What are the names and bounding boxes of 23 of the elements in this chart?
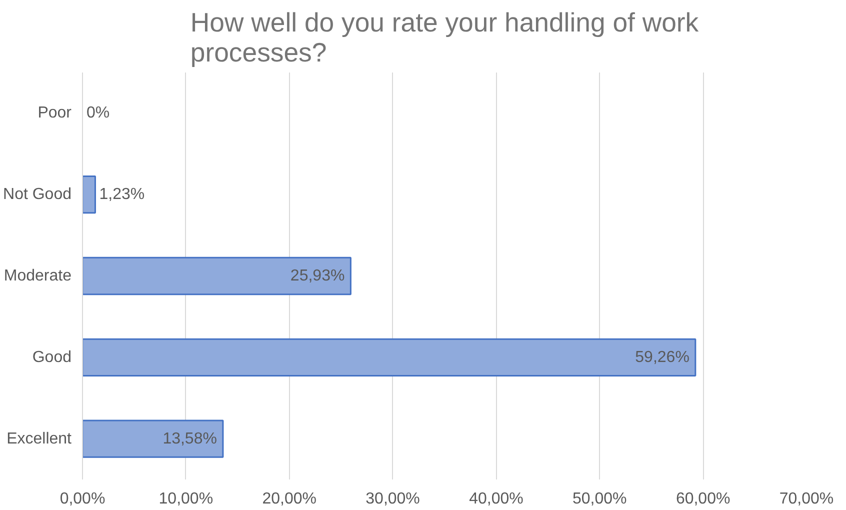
x-tick-label: 30,00% <box>366 490 420 508</box>
x-tick-label: 0,00% <box>60 490 106 508</box>
data-label: 25,93% <box>290 268 345 284</box>
y-tick-label: Moderate <box>4 268 72 284</box>
y-tick-label: Excellent <box>6 430 72 448</box>
x-tick-label: 50,00% <box>572 490 627 508</box>
bar <box>82 420 224 458</box>
x-tick-label: 70,00% <box>779 490 834 508</box>
bar <box>82 176 96 214</box>
y-tick-label: Not Good <box>3 186 72 204</box>
x-tick-label: 60,00% <box>676 490 730 508</box>
bar <box>82 338 696 376</box>
bar <box>82 256 352 296</box>
data-label: 1,23% <box>99 186 145 204</box>
data-label: 13,58% <box>162 430 217 448</box>
data-label: 0% <box>86 104 110 122</box>
y-tick-label: Poor <box>38 104 72 122</box>
x-tick-label: 10,00% <box>158 490 214 508</box>
y-tick-label: Good <box>32 348 72 366</box>
x-tick-label: 20,00% <box>262 490 316 508</box>
x-tick-label: 40,00% <box>469 490 524 508</box>
data-label: 59,26% <box>635 348 690 366</box>
chart-title: How well do you rate your handling of work processes? <box>190 8 700 68</box>
